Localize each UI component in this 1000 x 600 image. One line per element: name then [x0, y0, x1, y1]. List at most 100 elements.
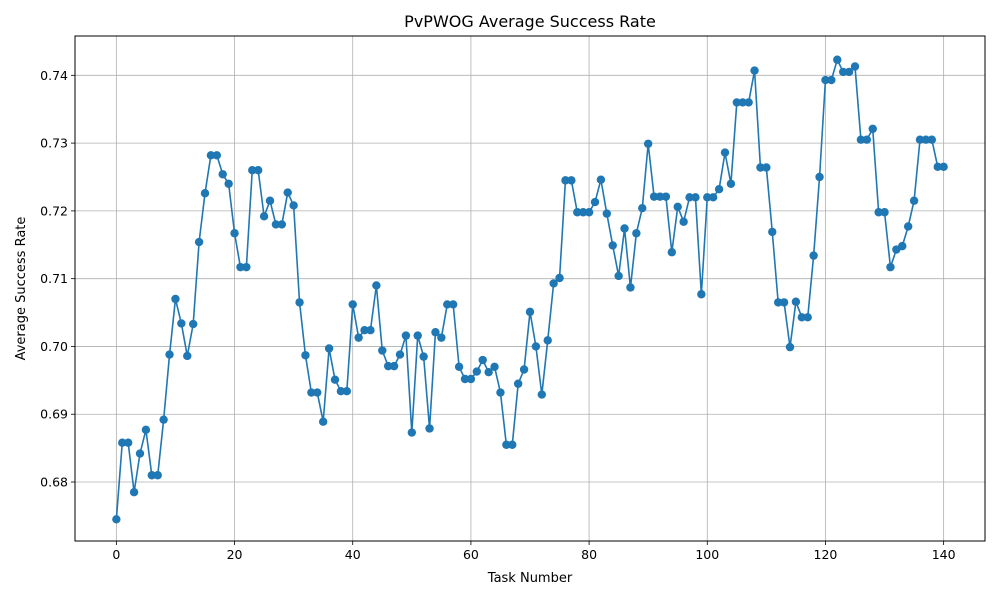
- data-point: [271, 220, 281, 229]
- data-point: [590, 197, 600, 207]
- data-point: [880, 208, 889, 217]
- data-point: [626, 283, 635, 292]
- data-point: [472, 367, 482, 376]
- data-point: [413, 331, 422, 340]
- data-point: [147, 471, 157, 480]
- data-point: [898, 241, 907, 251]
- data-point: [460, 374, 470, 384]
- data-point: [750, 66, 759, 75]
- data-point: [821, 75, 830, 85]
- x-tick-label: 80: [581, 547, 597, 562]
- data-point: [525, 307, 535, 317]
- grid-layer: [75, 36, 985, 541]
- data-point: [915, 135, 925, 144]
- data-point: [188, 319, 198, 329]
- data-point: [584, 208, 594, 217]
- data-point: [685, 193, 694, 202]
- data-point: [933, 162, 942, 172]
- data-point: [679, 217, 688, 226]
- y-axis-ticks: 0.68 0.69 0.70 0.71 0.72 0.73 0.74: [40, 68, 75, 490]
- data-point: [295, 298, 304, 307]
- data-point: [159, 415, 168, 424]
- series-line-layer: [115, 58, 944, 520]
- data-point: [443, 300, 452, 309]
- data-point: [797, 313, 807, 322]
- data-point: [318, 417, 328, 426]
- data-point: [484, 368, 493, 377]
- y-tick-label: 0.73: [40, 136, 68, 151]
- data-point: [490, 362, 499, 371]
- data-point: [856, 135, 866, 144]
- data-point: [827, 75, 836, 85]
- data-point: [330, 375, 340, 384]
- data-point: [360, 325, 369, 335]
- data-point: [697, 290, 706, 299]
- data-point: [348, 300, 357, 309]
- data-point: [141, 425, 151, 435]
- data-point: [732, 98, 742, 107]
- data-point: [537, 390, 547, 399]
- data-point: [756, 163, 765, 172]
- data-point: [183, 351, 192, 361]
- x-tick-label: 20: [227, 547, 243, 562]
- x-tick-label: 140: [932, 547, 956, 562]
- data-point: [673, 202, 682, 212]
- data-point: [466, 374, 476, 384]
- data-point: [307, 388, 316, 397]
- data-point: [815, 172, 824, 182]
- data-point: [259, 212, 269, 221]
- data-point: [602, 209, 612, 218]
- data-point: [661, 192, 671, 201]
- data-point: [206, 151, 216, 160]
- y-tick-label: 0.70: [40, 339, 68, 354]
- data-point: [886, 262, 895, 272]
- y-axis-title: Average Success Rate: [14, 217, 29, 361]
- data-point: [620, 224, 629, 233]
- data-point: [638, 203, 647, 213]
- data-point: [395, 350, 405, 359]
- data-point: [649, 192, 659, 201]
- data-point: [212, 151, 222, 160]
- y-tick-label: 0.74: [40, 68, 68, 83]
- data-point: [762, 163, 771, 172]
- data-point: [194, 237, 204, 247]
- data-point: [632, 229, 641, 238]
- data-point: [389, 361, 399, 371]
- data-point: [643, 139, 653, 148]
- data-point: [419, 352, 428, 361]
- data-point: [253, 166, 263, 175]
- data-points-layer: [112, 55, 948, 524]
- chart-title: PvPWOG Average Success Rate: [404, 12, 656, 31]
- data-point: [703, 193, 712, 202]
- data-point: [342, 386, 352, 396]
- data-point: [779, 298, 789, 307]
- data-point: [454, 362, 464, 371]
- plot-frame: [74, 35, 986, 542]
- data-point: [513, 379, 523, 388]
- data-point: [165, 350, 174, 359]
- data-point: [129, 487, 139, 497]
- data-point: [324, 344, 334, 353]
- data-point: [773, 298, 783, 307]
- data-point: [549, 279, 558, 288]
- data-point: [655, 192, 665, 201]
- data-point: [478, 355, 487, 365]
- data-point: [336, 386, 346, 396]
- data-point: [366, 325, 375, 335]
- data-point: [407, 428, 417, 437]
- x-tick-label: 40: [345, 547, 361, 562]
- data-point: [248, 166, 257, 175]
- data-point: [431, 328, 440, 337]
- data-point: [768, 227, 777, 237]
- data-point: [708, 193, 718, 202]
- data-point: [372, 281, 381, 290]
- data-point: [448, 300, 458, 309]
- data-point: [383, 361, 393, 371]
- data-point: [301, 351, 310, 360]
- data-point: [437, 333, 446, 342]
- data-point: [596, 175, 606, 184]
- data-point: [844, 67, 854, 77]
- data-point: [927, 135, 937, 144]
- data-point: [850, 62, 860, 71]
